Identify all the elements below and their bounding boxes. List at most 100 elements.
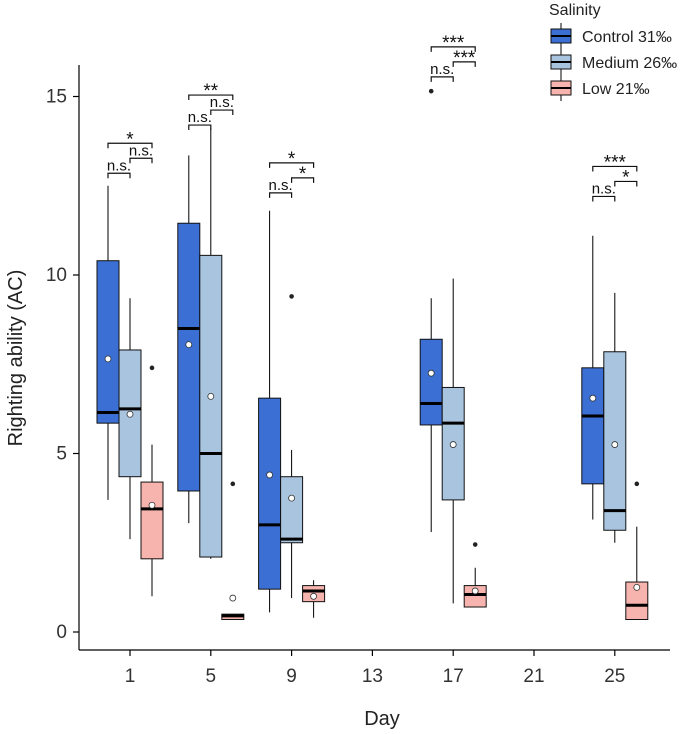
y-tick-label: 15	[46, 87, 67, 108]
significance-label: *	[622, 167, 630, 188]
bracket-line	[592, 165, 638, 172]
x-tick-label: 5	[206, 666, 217, 687]
box-body	[581, 367, 605, 485]
mean-marker	[427, 369, 435, 377]
significance-label: n.s.	[188, 109, 212, 126]
significance-bracket: n.s.	[592, 180, 616, 202]
significance-label: n.s.	[129, 142, 153, 159]
plot-area: n.s.n.s.*n.s.n.s.**n.s.**n.s.******n.s.*…	[96, 33, 649, 621]
mean-marker	[266, 471, 274, 479]
significance-bracket: ***	[592, 152, 638, 173]
box-body	[258, 397, 282, 590]
mean-marker	[207, 392, 215, 400]
bracket-line	[129, 157, 153, 164]
mean-marker	[633, 583, 641, 591]
box-17-2	[463, 542, 487, 608]
box-1-0	[96, 185, 120, 500]
x-tick-label: 13	[362, 666, 383, 687]
box-body	[177, 222, 201, 492]
x-tick-label: 25	[604, 666, 625, 687]
mean-marker	[229, 594, 237, 602]
significance-label: n.s.	[592, 180, 616, 197]
y-tick-label: 5	[56, 444, 67, 465]
outlier-point	[472, 542, 478, 547]
bracket-line	[269, 162, 315, 168]
significance-bracket: *	[291, 164, 315, 185]
box-25-1	[603, 292, 627, 543]
box-9-0	[258, 210, 282, 613]
legend: Salinity Control 31‰ Medium 26‰ Low 21‰	[549, 2, 677, 101]
mean-marker	[126, 410, 134, 418]
significance-bracket: *	[614, 167, 638, 188]
box-body	[419, 338, 443, 426]
bracket-line	[430, 76, 454, 82]
significance-bracket: *	[269, 149, 315, 170]
x-tick-label: 9	[286, 666, 297, 687]
significance-label: **	[203, 81, 218, 102]
outlier-point	[428, 88, 434, 94]
x-axis-title: Day	[364, 708, 400, 730]
mean-marker	[611, 441, 619, 448]
outlier-point	[230, 481, 236, 487]
legend-item: Medium 26‰	[550, 49, 677, 75]
significance-label: *	[126, 129, 134, 150]
bracket-line	[210, 109, 234, 116]
y-axis-title: Righting ability (AC)	[5, 270, 27, 447]
box-body	[140, 481, 164, 560]
y-tick-label: 10	[46, 265, 67, 286]
bracket-line	[614, 180, 638, 187]
box-body	[625, 581, 649, 621]
mean-marker	[449, 441, 457, 448]
mean-marker	[310, 592, 318, 600]
bracket-line	[592, 195, 616, 202]
bracket-line	[291, 177, 315, 183]
bracket-line	[452, 61, 476, 67]
box-9-1	[280, 294, 304, 599]
significance-label: ***	[604, 152, 627, 173]
significance-bracket: n.s.	[188, 109, 212, 131]
outlier-point	[634, 481, 640, 487]
legend-item: Control 31‰	[550, 23, 672, 49]
box-9-2	[302, 580, 326, 618]
significance-label: *	[288, 149, 296, 170]
legend-label: Low 21‰	[582, 81, 650, 98]
box-body	[199, 254, 223, 558]
bracket-line	[188, 94, 234, 101]
box-body	[463, 585, 487, 608]
box-25-0	[581, 235, 605, 520]
legend-label: Control 31‰	[582, 29, 672, 46]
significance-bracket: ***	[452, 48, 476, 69]
significance-label: n.s.	[107, 157, 131, 174]
significance-bracket: *	[107, 129, 153, 150]
bracket-line	[107, 172, 131, 179]
x-tick-label: 21	[523, 666, 544, 687]
box-5-1	[199, 128, 223, 559]
mean-marker	[104, 355, 112, 363]
box-1-2	[140, 365, 164, 597]
legend-item: Low 21‰	[550, 75, 650, 101]
bracket-line	[107, 142, 153, 149]
mean-marker	[185, 341, 193, 349]
significance-label: ***	[442, 33, 465, 54]
significance-label: *	[299, 164, 307, 185]
significance-bracket: n.s.	[430, 61, 454, 82]
outlier-point	[149, 365, 155, 371]
mean-marker	[288, 494, 296, 502]
legend-title: Salinity	[549, 2, 601, 19]
box-body	[603, 351, 627, 531]
significance-bracket: n.s.	[129, 142, 153, 164]
box-25-2	[625, 481, 649, 621]
box-5-2	[221, 481, 245, 621]
significance-bracket: n.s.	[269, 177, 293, 198]
bracket-line	[269, 192, 293, 198]
box-body	[280, 476, 304, 544]
mean-marker	[589, 394, 597, 402]
significance-bracket: ***	[430, 33, 476, 54]
box-17-1	[441, 278, 465, 604]
box-5-0	[177, 155, 201, 524]
box-1-1	[118, 298, 142, 540]
bracket-line	[430, 46, 476, 52]
axes: Day Righting ability (AC)	[5, 65, 670, 730]
